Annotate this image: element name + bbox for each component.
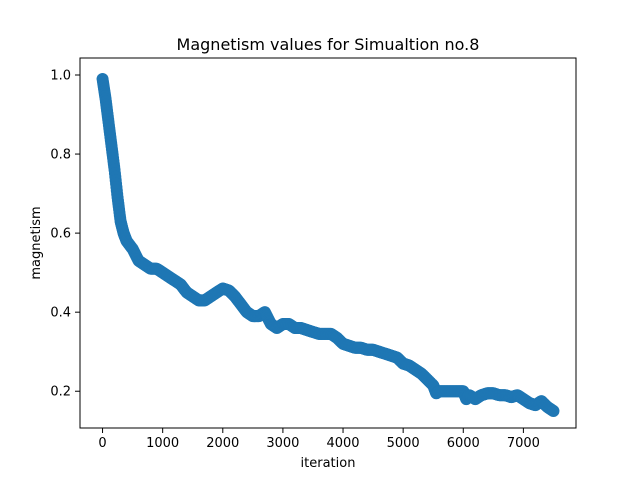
- y-tick-label: 0.8: [50, 148, 71, 163]
- data-point: [547, 405, 560, 417]
- x-tick-label: 5000: [387, 436, 420, 451]
- y-tick-label: 1.0: [50, 68, 71, 83]
- plot-area: [80, 58, 576, 428]
- x-tick-label: 3000: [266, 436, 299, 451]
- x-tick-label: 1000: [146, 436, 179, 451]
- points-layer: [96, 72, 560, 417]
- x-tick-label: 4000: [326, 436, 359, 451]
- x-tick-label: 7000: [507, 436, 540, 451]
- x-axis: 0 1000 2000 3000 4000 5000 6000 7000: [98, 428, 540, 451]
- y-axis: 0.2 0.4 0.6 0.8 1.0: [50, 68, 80, 400]
- x-tick-label: 0: [98, 436, 106, 451]
- y-tick-label: 0.4: [50, 306, 71, 321]
- plot-frame: [79, 57, 577, 429]
- x-tick-label: 2000: [206, 436, 239, 451]
- x-axis-label: iteration: [301, 456, 356, 471]
- x-tick-label: 6000: [447, 436, 480, 451]
- y-tick-label: 0.6: [50, 227, 71, 242]
- chart-title: Magnetism values for Simualtion no.8: [177, 35, 480, 54]
- y-axis-label: magnetism: [29, 206, 44, 279]
- y-tick-label: 0.2: [50, 385, 71, 400]
